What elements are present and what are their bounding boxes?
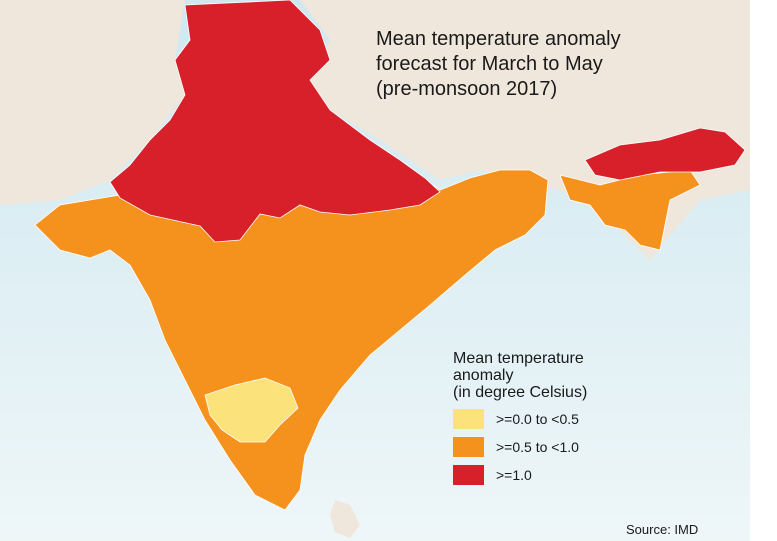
legend-label: >=0.0 to <0.5 xyxy=(496,411,579,427)
map-title: Mean temperature anomaly forecast for Ma… xyxy=(376,27,621,102)
title-line: Mean temperature anomaly xyxy=(376,28,621,50)
legend-label: >=1.0 xyxy=(496,467,532,483)
legend-heading: Mean temperature xyxy=(453,350,584,367)
legend-item: >=1.0 xyxy=(453,465,587,485)
region-red-north xyxy=(109,0,441,243)
region-yellow-karnataka xyxy=(204,377,299,443)
title-line: forecast for March to May xyxy=(376,53,603,75)
legend-item: >=0.5 to <1.0 xyxy=(453,437,587,457)
source-credit: Source: IMD xyxy=(626,522,699,537)
legend-swatch xyxy=(453,437,484,457)
region-orange-mainland xyxy=(34,159,549,511)
sri-lanka xyxy=(330,500,360,538)
legend-swatch xyxy=(453,465,484,485)
legend-item: >=0.0 to <0.5 xyxy=(453,409,587,429)
neighbouring-land xyxy=(0,0,750,260)
legend-heading: anomaly xyxy=(453,367,514,384)
region-red-northeast xyxy=(584,127,746,181)
legend-label: >=0.5 to <1.0 xyxy=(496,439,579,455)
legend-heading: (in degree Celsius) xyxy=(453,384,588,401)
title-line: (pre-monsoon 2017) xyxy=(376,78,558,100)
legend-swatch xyxy=(453,409,484,429)
legend: Mean temperature anomaly (in degree Cels… xyxy=(453,350,587,485)
